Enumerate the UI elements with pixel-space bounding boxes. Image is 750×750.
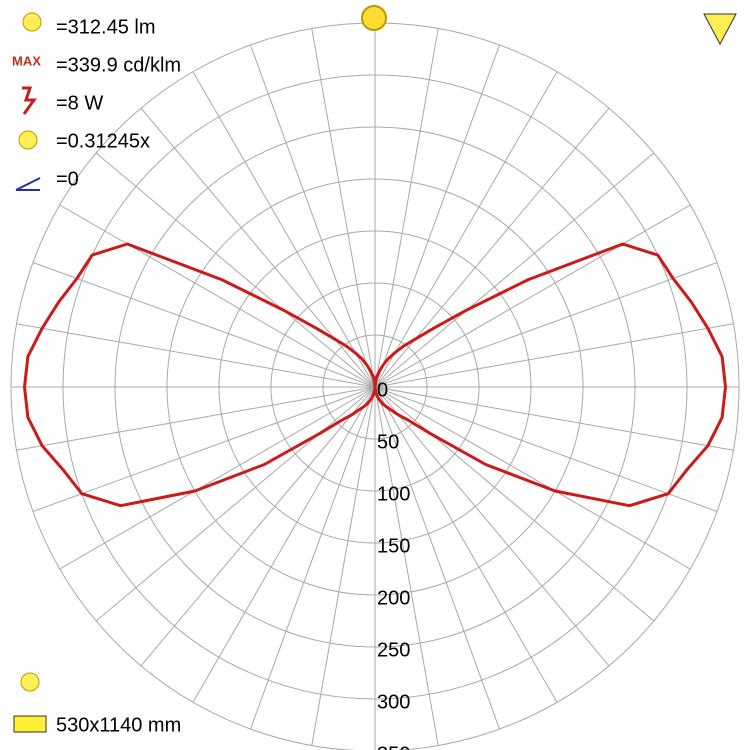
spoke [374, 386, 718, 512]
spoke [32, 386, 376, 512]
c-icon [703, 13, 737, 46]
info-line: =0 [56, 168, 79, 190]
grid-circle [62, 74, 688, 700]
spoke [374, 262, 718, 388]
intensity-curve [23, 242, 377, 508]
spoke [250, 44, 376, 388]
intensity-curve [373, 242, 727, 508]
spoke [374, 386, 691, 570]
info-line: =0.31245x [56, 130, 150, 152]
tick-labels: 0 50 100 150 200 250 300 350 [377, 379, 410, 750]
r-tick-label: 200 [377, 587, 410, 609]
spoke [374, 386, 439, 746]
dimension-icon [13, 715, 47, 733]
spoke [374, 386, 558, 703]
info-line: =339.9 cd/klm [56, 54, 181, 76]
spoke [374, 44, 500, 388]
grid-circle [166, 178, 584, 596]
r-tick-label: 50 [377, 431, 399, 453]
spoke [95, 386, 376, 622]
r-tick-label: 150 [377, 535, 410, 557]
spoke [250, 386, 376, 730]
rotate-icon [361, 5, 387, 31]
grid-circle [218, 230, 532, 544]
info: =312.45 lm =339.9 cd/klm =8 W =0.31245x =0 [56, 16, 181, 190]
spoke [311, 28, 376, 388]
r-tick-label: 250 [377, 639, 410, 661]
spoke [95, 152, 376, 388]
dimensions: 530x1140 mm [56, 714, 181, 736]
grid-circle [114, 126, 636, 648]
spoke [374, 386, 734, 451]
spoke [311, 386, 376, 746]
spoke [16, 323, 376, 388]
bulb-icon [18, 130, 38, 150]
power-icon [22, 86, 37, 115]
spoke [374, 323, 734, 388]
spoke [374, 28, 439, 388]
spoke [374, 71, 558, 388]
r-tick-label: 0 [377, 379, 388, 401]
r-tick-label: 350 [377, 743, 410, 750]
r-tick-label: 100 [377, 483, 410, 505]
spoke [16, 386, 376, 451]
info-line: =8 W [56, 92, 103, 114]
max-icon: MAX [12, 53, 41, 68]
spoke [192, 386, 376, 703]
r-tick-label: 300 [377, 691, 410, 713]
spoke [374, 386, 500, 730]
icons: MAX [12, 5, 737, 733]
spoke [32, 262, 376, 388]
grid [10, 22, 740, 750]
spoke [374, 386, 655, 622]
spoke [59, 204, 376, 388]
angle-icon [15, 177, 41, 191]
spoke [59, 386, 376, 570]
grid-circle [322, 334, 428, 440]
spoke [374, 152, 655, 388]
grid-circle [270, 282, 480, 492]
spoke [140, 386, 376, 667]
bulb-icon [20, 672, 40, 692]
spoke [374, 204, 691, 388]
spoke [192, 71, 376, 388]
plot [23, 242, 727, 508]
bulb-icon [22, 12, 42, 32]
info-line: =312.45 lm [56, 16, 156, 38]
spoke [374, 386, 610, 667]
